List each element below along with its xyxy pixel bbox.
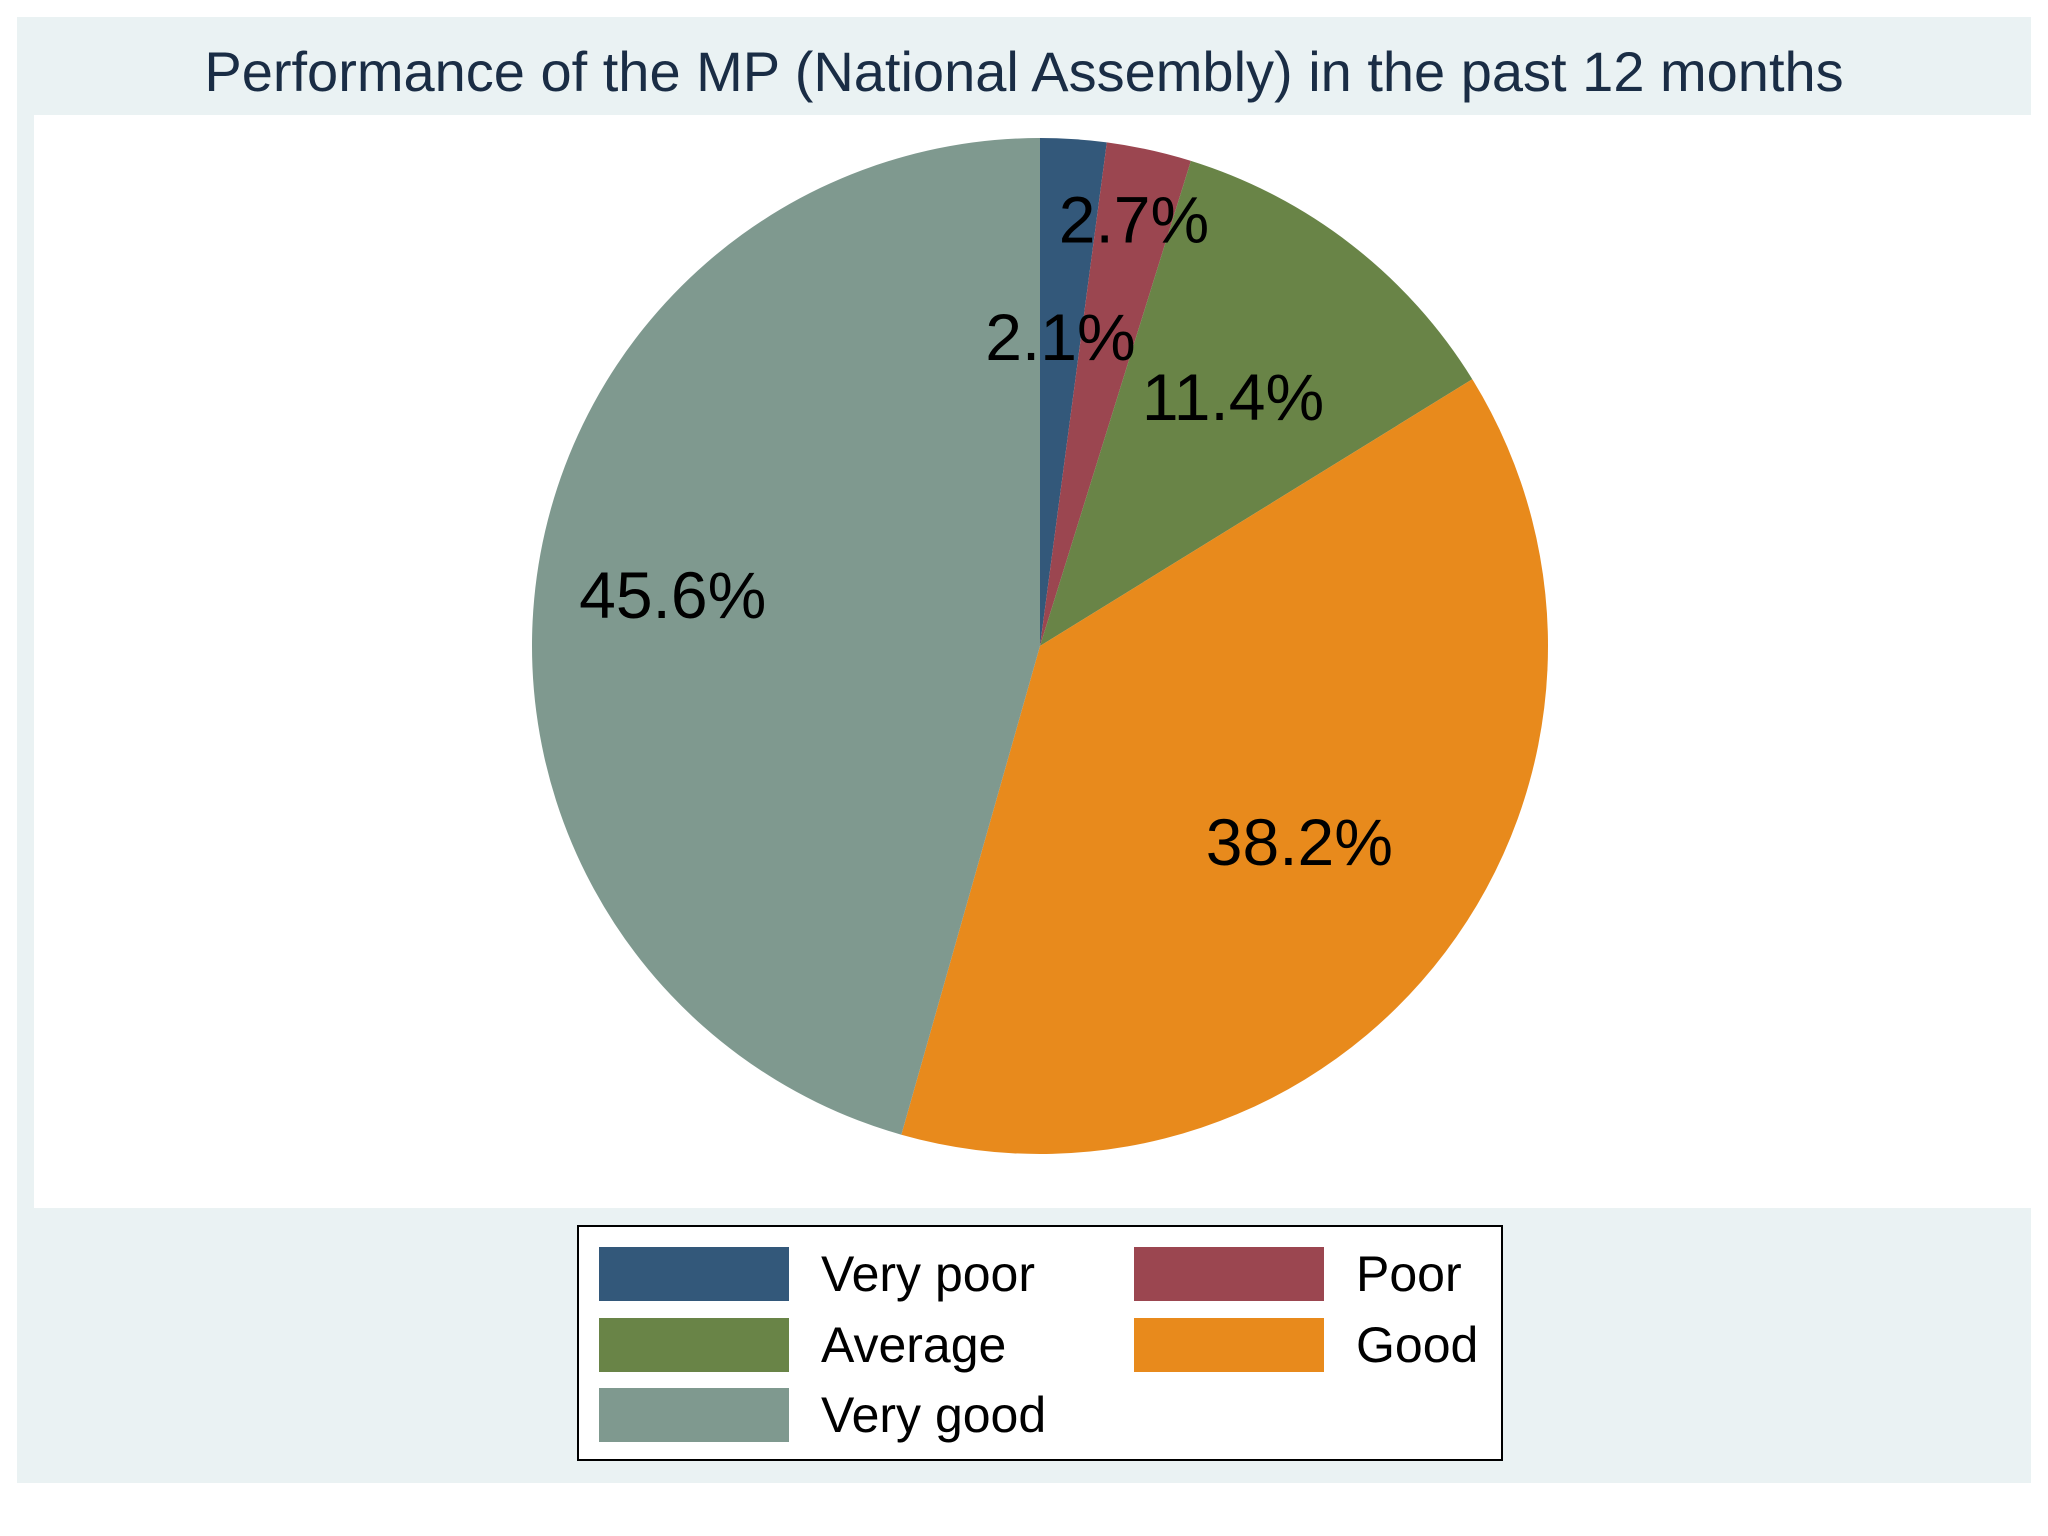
plot-area: 2.1% 2.7% 11.4% 38.2% 45.6% [34, 115, 2048, 1208]
legend-swatch [599, 1388, 789, 1442]
legend: Very poor Poor Average Good Very good [577, 1225, 1503, 1461]
legend-label: Good [1356, 1317, 1479, 1373]
legend-item-good: Good [1134, 1317, 1479, 1373]
pie-slice-average [1040, 160, 1473, 646]
slice-label-average: 11.4% [1142, 360, 1324, 434]
legend-item-average: Average [599, 1317, 1007, 1373]
pie-slice-very-poor [1040, 138, 1107, 646]
legend-item-poor: Poor [1134, 1246, 1462, 1302]
pie-slices [532, 138, 1548, 1154]
legend-label: Very poor [821, 1246, 1036, 1302]
pie-chart: 2.1% 2.7% 11.4% 38.2% 45.6% [34, 115, 2048, 1208]
legend-swatch [1134, 1318, 1324, 1372]
slice-label-very-good: 45.6% [579, 558, 766, 632]
legend-swatch [599, 1318, 789, 1372]
legend-swatch [1134, 1247, 1324, 1301]
pie-slice-good [901, 379, 1548, 1154]
chart-title: Performance of the MP (National Assembly… [204, 40, 1844, 103]
pie-slice-labels: 2.1% 2.7% 11.4% 38.2% 45.6% [579, 182, 1393, 879]
chart-frame: Performance of the MP (National Assembly… [17, 17, 2048, 1483]
legend-label: Poor [1356, 1246, 1462, 1302]
legend-label: Average [821, 1317, 1007, 1373]
pie-slice-poor [1040, 142, 1191, 647]
legend-item-very-good: Very good [599, 1387, 1047, 1443]
slice-label-very-poor: 2.1% [985, 300, 1135, 374]
legend-label: Very good [821, 1387, 1047, 1443]
pie-slice-very-good [532, 138, 1040, 1135]
legend-item-very-poor: Very poor [599, 1246, 1036, 1302]
legend-swatch [599, 1247, 789, 1301]
slice-label-poor: 2.7% [1059, 182, 1209, 256]
slice-label-good: 38.2% [1206, 805, 1393, 879]
